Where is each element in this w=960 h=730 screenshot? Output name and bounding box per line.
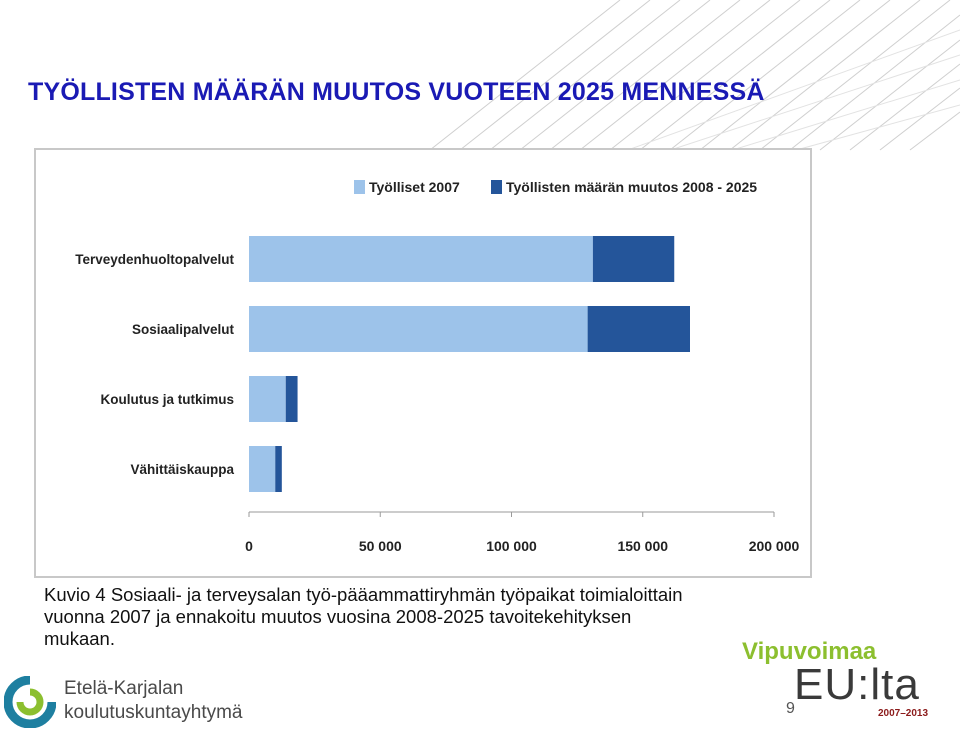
legend-swatch-2 — [491, 180, 502, 194]
category-label-2: Sosiaalipalvelut — [132, 322, 235, 337]
figure-caption: Kuvio 4 Sosiaali- ja terveysalan työ-pää… — [44, 584, 804, 650]
slide-title: TYÖLLISTEN MÄÄRÄN MUUTOS VUOTEEN 2025 ME… — [28, 78, 765, 106]
etela-karjalan-logo: Etelä-Karjalan koulutuskuntayhtymä — [4, 676, 294, 728]
bar-2-series-2 — [587, 306, 690, 352]
x-tick-label-4: 150 000 — [617, 538, 668, 554]
legend-swatch-1 — [354, 180, 365, 194]
legend-label-1: Työlliset 2007 — [369, 179, 460, 195]
page-number: 9 — [786, 700, 795, 717]
caption-line-1: Kuvio 4 Sosiaali- ja terveysalan työ-pää… — [44, 584, 683, 605]
eulta-text: EU:lta — [794, 660, 920, 709]
x-tick-label-5: 200 000 — [749, 538, 800, 554]
x-tick-label-1: 0 — [245, 538, 253, 554]
bar-4-series-2 — [275, 446, 282, 492]
decorative-lines — [429, 0, 960, 160]
x-tick-label-3: 100 000 — [486, 538, 537, 554]
program-period: 2007–2013 — [878, 708, 929, 719]
logo-text-line-2: koulutuskuntayhtymä — [64, 702, 243, 723]
logo-text-line-1: Etelä-Karjalan — [64, 678, 184, 699]
vipuvoimaa-text: Vipuvoimaa — [742, 638, 877, 665]
x-tick-label-2: 50 000 — [359, 538, 402, 554]
category-label-3: Koulutus ja tutkimus — [100, 392, 234, 407]
legend-label-2: Työllisten määrän muutos 2008 - 2025 — [506, 179, 757, 195]
bar-1-series-1 — [249, 236, 593, 282]
chart-frame: Työlliset 2007 Työllisten määrän muutos 2… — [34, 148, 812, 578]
caption-line-2: vuonna 2007 ja ennakoitu muutos vuosina … — [44, 606, 632, 627]
caption-line-3: mukaan. — [44, 628, 115, 649]
bar-4-series-1 — [249, 446, 276, 492]
ekky-emblem-icon — [4, 676, 56, 728]
category-label-4: Vähittäiskauppa — [130, 462, 234, 477]
bar-2-series-1 — [249, 306, 588, 352]
category-label-1: Terveydenhuoltopalvelut — [75, 252, 234, 267]
stacked-bar-chart: Työlliset 2007 Työllisten määrän muutos 2… — [75, 179, 800, 554]
bar-3-series-2 — [285, 376, 298, 422]
vipuvoimaa-eulta-logo: Vipuvoimaa EU:lta 2007–2013 — [742, 638, 952, 724]
bar-1-series-2 — [592, 236, 675, 282]
bar-3-series-1 — [249, 376, 286, 422]
